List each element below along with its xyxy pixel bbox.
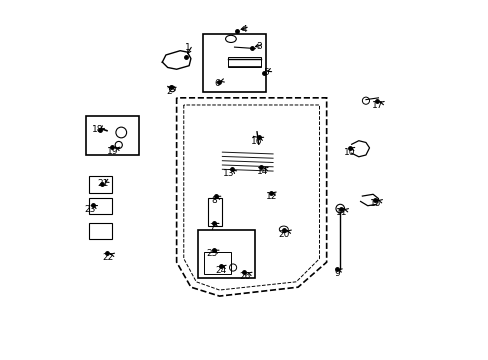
Text: 6: 6 xyxy=(214,79,220,88)
Bar xyxy=(89,223,112,239)
Bar xyxy=(228,57,260,67)
Text: 24: 24 xyxy=(215,266,226,275)
Text: 15: 15 xyxy=(369,199,381,208)
Text: 13: 13 xyxy=(222,169,234,178)
Text: 25: 25 xyxy=(205,249,217,258)
Text: 22: 22 xyxy=(102,253,113,262)
Bar xyxy=(89,198,112,214)
Bar xyxy=(198,230,255,278)
Text: 21: 21 xyxy=(98,179,109,188)
Text: 19: 19 xyxy=(107,147,119,156)
Text: 4: 4 xyxy=(241,25,247,34)
Text: 10: 10 xyxy=(344,148,355,157)
Text: 17: 17 xyxy=(371,101,383,110)
Bar xyxy=(207,198,222,226)
Text: 9: 9 xyxy=(334,269,340,278)
Text: 5: 5 xyxy=(263,68,268,77)
Bar xyxy=(89,176,112,193)
Text: 11: 11 xyxy=(335,208,346,217)
Bar xyxy=(85,116,139,155)
Text: 20: 20 xyxy=(278,230,289,239)
Text: 12: 12 xyxy=(265,192,276,201)
Text: 8: 8 xyxy=(211,196,217,205)
Bar xyxy=(204,252,231,274)
Text: 1: 1 xyxy=(184,43,190,52)
Text: 3: 3 xyxy=(255,42,261,51)
Text: 14: 14 xyxy=(256,167,267,176)
Text: 18: 18 xyxy=(92,126,103,135)
Text: 2: 2 xyxy=(166,87,172,96)
Text: 7: 7 xyxy=(208,222,214,231)
Text: 26: 26 xyxy=(239,272,250,281)
Bar xyxy=(203,33,265,93)
Text: 23: 23 xyxy=(84,205,96,214)
Text: 16: 16 xyxy=(251,137,262,146)
